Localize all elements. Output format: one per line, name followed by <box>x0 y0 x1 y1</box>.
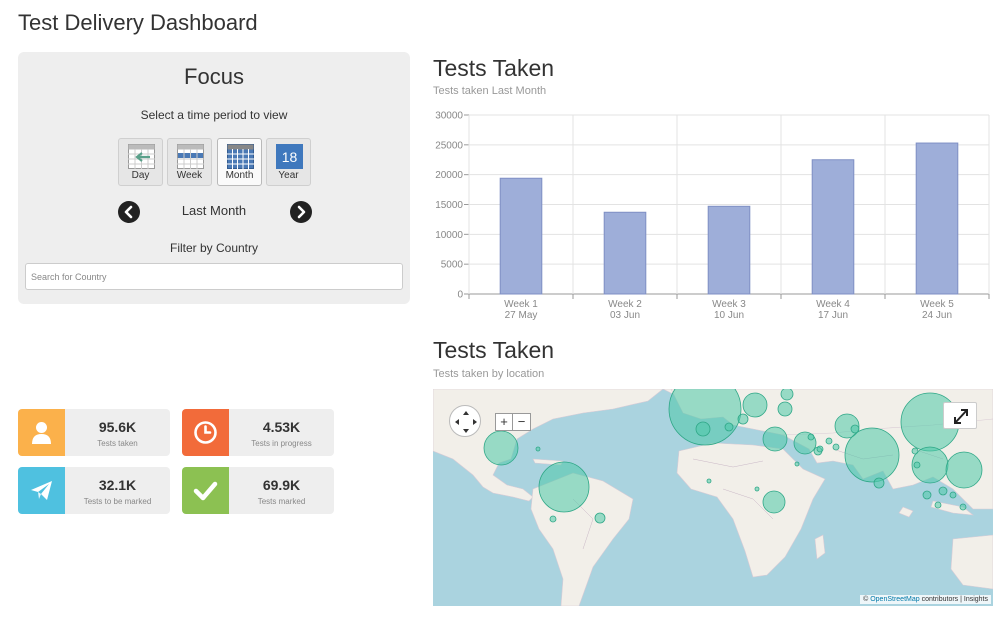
stat-body: 95.6K Tests taken <box>65 409 170 456</box>
x-tick-label: Week 1 <box>504 299 538 310</box>
stat-value: 4.53K <box>262 419 301 435</box>
map-zoom-control: + − <box>495 413 531 431</box>
x-tick-label: Week 5 <box>920 299 954 310</box>
y-tick-label: 20000 <box>435 170 463 181</box>
map-fullscreen-button[interactable] <box>943 402 977 429</box>
y-tick-label: 5000 <box>441 260 464 271</box>
x-tick-label: Week 4 <box>816 299 850 310</box>
attribution-prefix: © <box>863 596 869 603</box>
zoom-out-button[interactable]: − <box>513 413 531 431</box>
stat-icon-box <box>182 409 229 456</box>
map-subtitle: Tests taken by location <box>433 368 545 380</box>
chevron-right-icon <box>297 205 306 219</box>
x-tick-label: Week 2 <box>608 299 642 310</box>
chart-title: Tests Taken <box>433 55 555 81</box>
bar <box>499 177 543 295</box>
calendar-week-icon <box>177 144 204 169</box>
focus-panel: Focus Select a time period to view Day W… <box>18 52 410 304</box>
pan-arrows-icon <box>455 411 477 433</box>
stat-body: 69.9K Tests marked <box>229 467 334 514</box>
stat-label: Tests marked <box>257 497 306 506</box>
stat-tests-marked: 69.9K Tests marked <box>182 467 334 514</box>
period-year-label: Year <box>278 170 299 181</box>
y-tick-label: 15000 <box>435 200 463 211</box>
tests-location-map[interactable]: + − © OpenStreetMap contributors | Insig… <box>433 389 993 606</box>
map-pan-control[interactable] <box>449 405 481 437</box>
calendar-month-icon <box>227 144 254 169</box>
y-tick-label: 25000 <box>435 140 463 151</box>
x-tick-label: Week 3 <box>712 299 746 310</box>
bar <box>707 205 751 295</box>
stat-label: Tests to be marked <box>83 497 152 506</box>
focus-title: Focus <box>184 64 244 89</box>
chart-subtitle: Tests taken Last Month <box>433 85 547 97</box>
x-tick-date-label: 10 Jun <box>714 310 744 321</box>
period-month-button[interactable]: Month <box>217 138 262 186</box>
next-period-button[interactable] <box>290 201 312 223</box>
bar <box>603 211 647 295</box>
stat-value: 95.6K <box>98 419 137 435</box>
attribution-suffix: contributors | Insights <box>921 596 988 603</box>
y-tick-label: 0 <box>457 290 463 301</box>
period-year-button[interactable]: 18 Year <box>266 138 311 186</box>
stat-tests-to-be-marked: 32.1K Tests to be marked <box>18 467 170 514</box>
stat-body: 32.1K Tests to be marked <box>65 467 170 514</box>
page-title: Test Delivery Dashboard <box>18 10 258 35</box>
filter-country-label: Filter by Country <box>169 241 259 255</box>
tests-taken-bar-chart: 0 5000 10000 15000 20000 25000 30000 Week 127 M… <box>435 111 990 321</box>
stat-icon-box <box>182 467 229 514</box>
previous-period-button[interactable] <box>118 201 140 223</box>
x-tick-date-label: 27 May <box>505 310 538 321</box>
chevron-left-icon <box>124 205 133 219</box>
stat-label: Tests taken <box>97 439 138 448</box>
period-day-button[interactable]: Day <box>118 138 163 186</box>
bar <box>811 159 855 295</box>
stat-tests-taken: 95.6K Tests taken <box>18 409 170 456</box>
stat-tests-in-progress: 4.53K Tests in progress <box>182 409 334 456</box>
stat-value: 69.9K <box>262 477 301 493</box>
country-search-input[interactable] <box>25 263 403 290</box>
period-day-label: Day <box>131 170 150 181</box>
stat-icon-box <box>18 467 65 514</box>
checkmark-icon <box>193 481 218 501</box>
x-tick-date-label: 17 Jun <box>818 310 848 321</box>
bar <box>915 142 959 295</box>
calendar-year-icon: 18 <box>276 144 303 169</box>
paper-plane-icon <box>31 481 52 500</box>
expand-icon <box>954 409 968 424</box>
y-tick-label: 10000 <box>435 230 463 241</box>
x-tick-date-label: 24 Jun <box>922 310 952 321</box>
openstreetmap-link[interactable]: OpenStreetMap <box>870 596 920 603</box>
stat-icon-box <box>18 409 65 456</box>
zoom-in-button[interactable]: + <box>495 413 513 431</box>
focus-subtitle: Select a time period to view <box>140 108 288 122</box>
x-tick-date-label: 03 Jun <box>610 310 640 321</box>
user-icon <box>32 422 51 444</box>
stat-label: Tests in progress <box>251 439 312 448</box>
period-week-label: Week <box>176 170 203 181</box>
map-title: Tests Taken <box>433 337 555 363</box>
map-attribution: © OpenStreetMap contributors | Insights <box>860 595 991 604</box>
stat-value: 32.1K <box>98 477 137 493</box>
clock-icon <box>194 421 217 444</box>
calendar-day-icon <box>128 144 155 169</box>
period-month-label: Month <box>225 170 254 181</box>
year-badge: 18 <box>282 149 298 165</box>
y-tick-label: 30000 <box>435 111 463 122</box>
period-week-button[interactable]: Week <box>167 138 212 186</box>
current-period-label: Last Month <box>181 203 247 218</box>
stat-body: 4.53K Tests in progress <box>229 409 334 456</box>
